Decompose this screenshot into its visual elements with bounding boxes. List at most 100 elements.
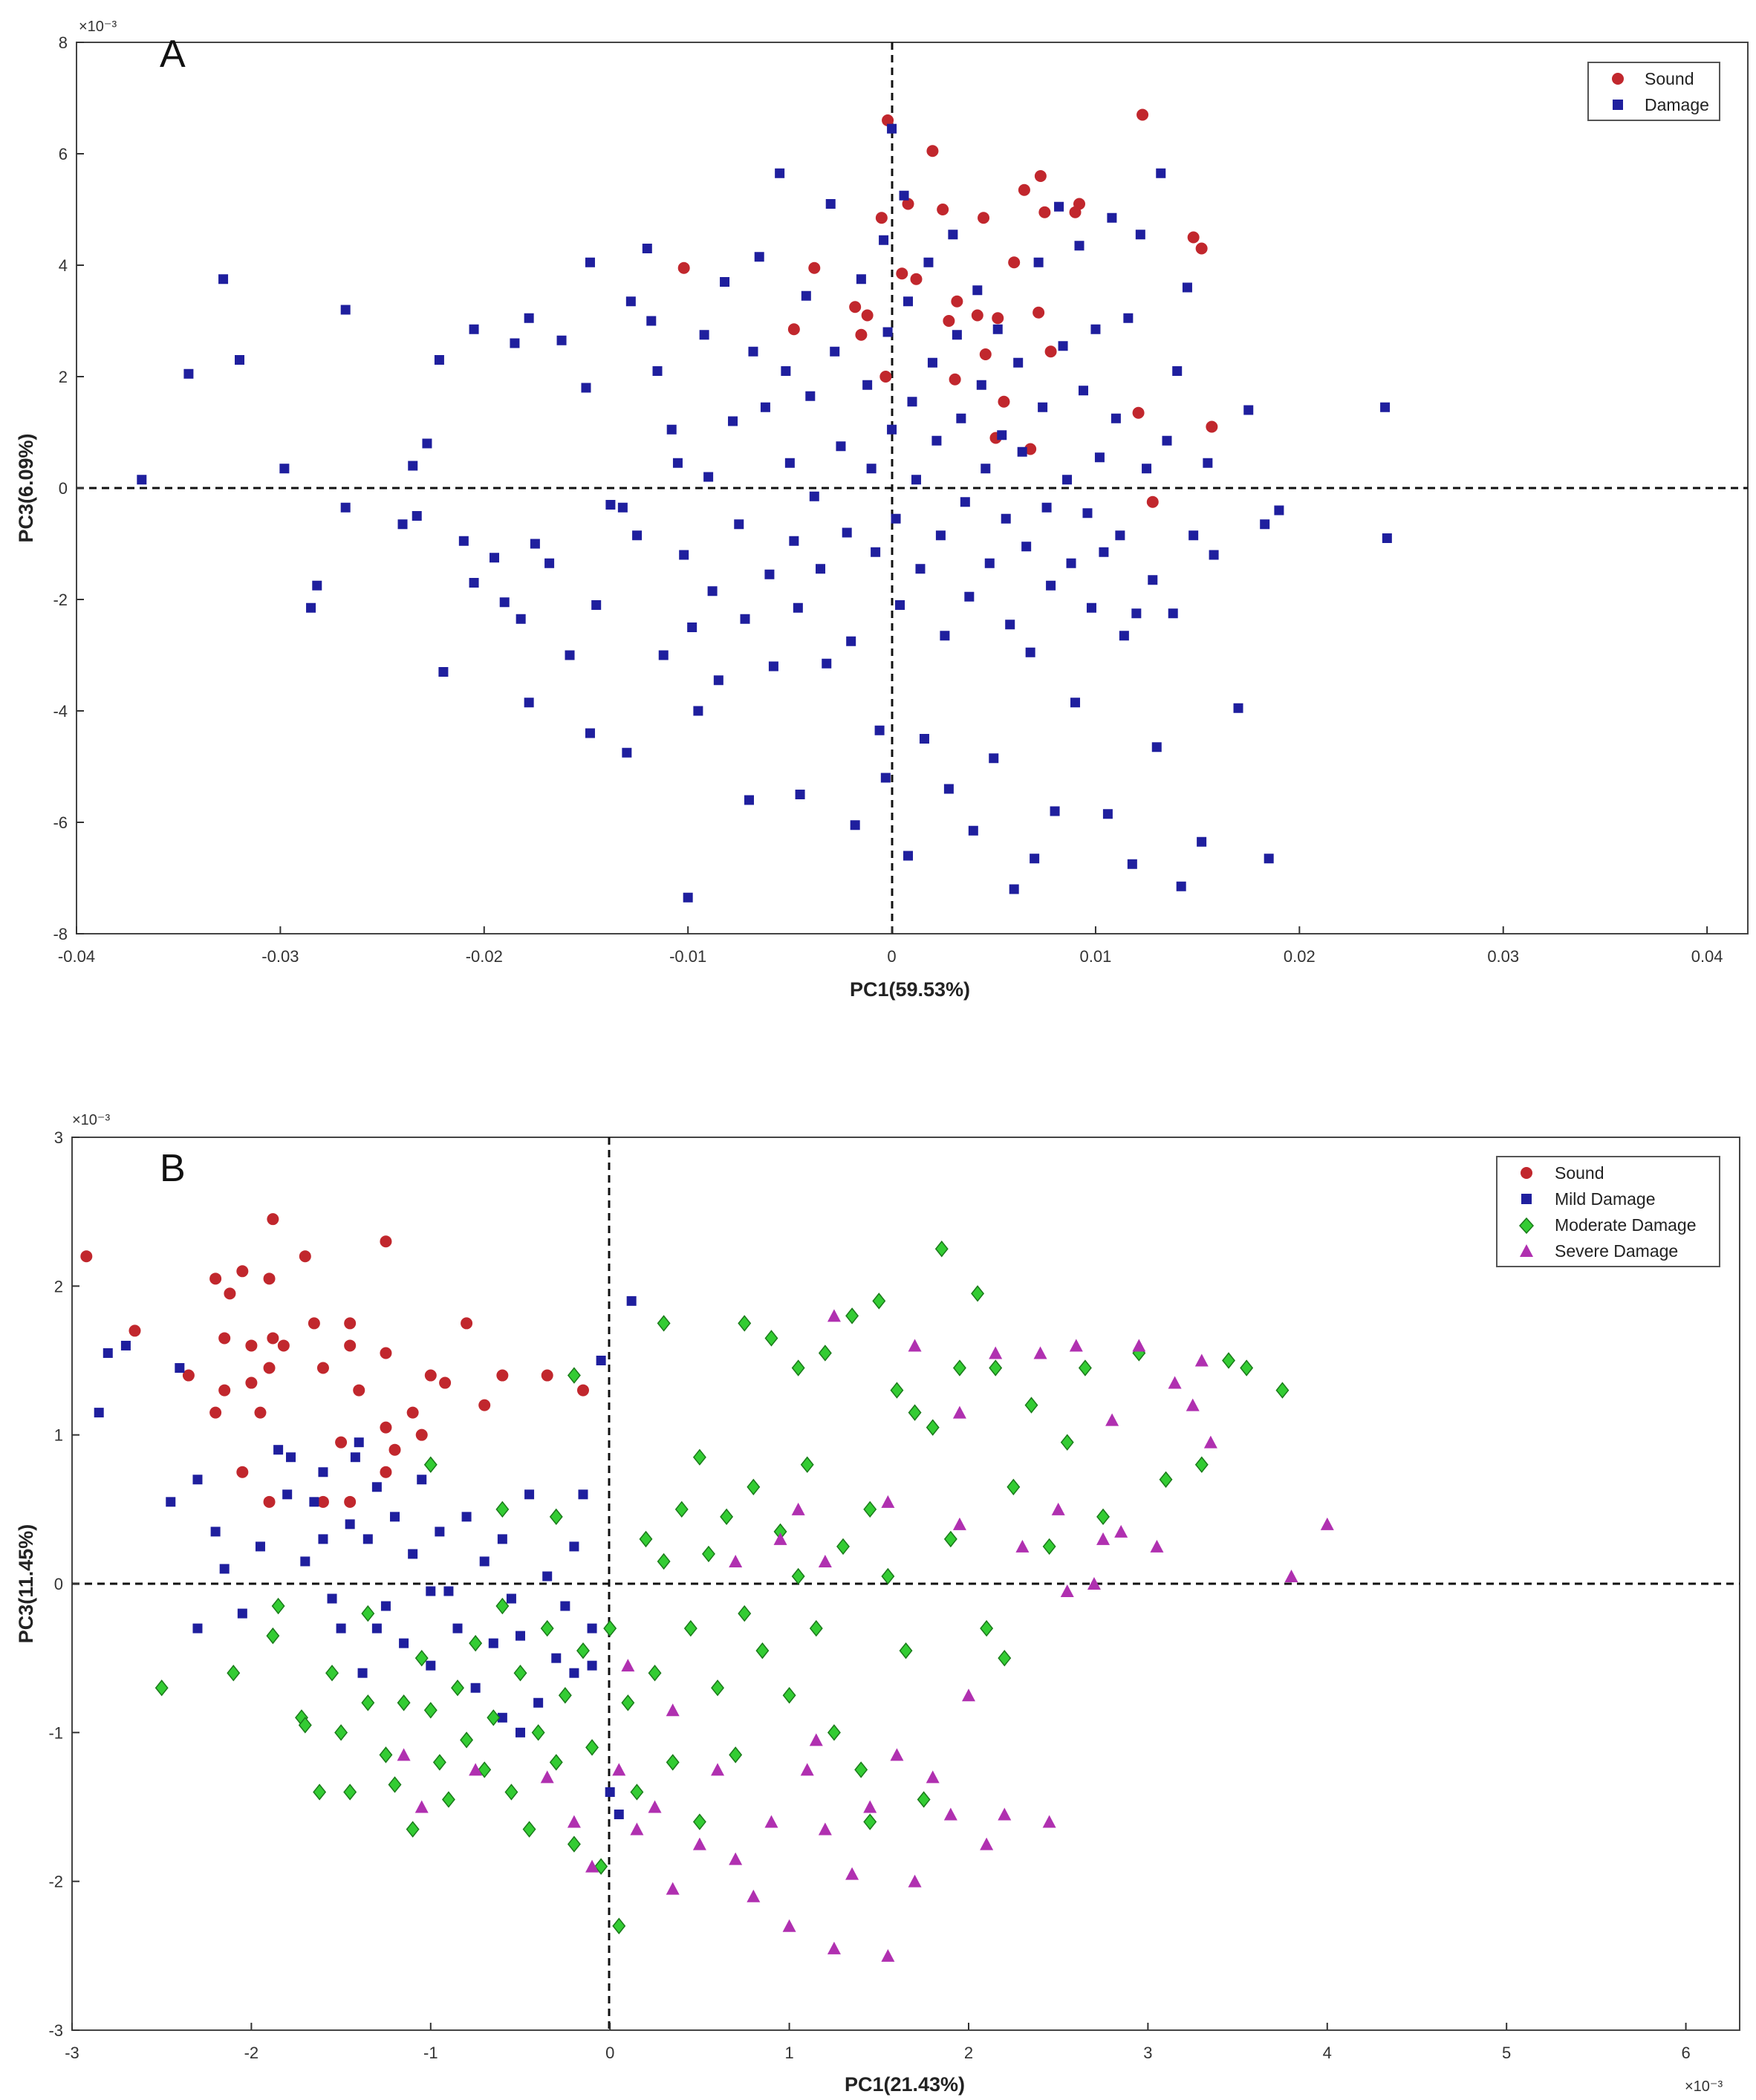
panel-a-point-damage xyxy=(1041,502,1052,513)
panel-a-point-damage xyxy=(846,636,856,646)
panel-a-point-damage xyxy=(1188,530,1199,541)
panel-b-point-mild-damage xyxy=(515,1727,525,1737)
panel-b-point-severe-damage xyxy=(1015,1539,1030,1553)
panel-a-point-damage xyxy=(565,650,575,660)
panel-b-ytick-label: 1 xyxy=(54,1426,63,1445)
panel-b-point-sound xyxy=(263,1362,276,1374)
panel-a-point-damage xyxy=(530,539,540,549)
panel-b-xtick-label: -2 xyxy=(244,2044,259,2062)
panel-a-point-damage xyxy=(740,614,750,624)
panel-b-point-mild-damage xyxy=(426,1660,436,1671)
panel-a-point-damage xyxy=(728,416,738,426)
panel-a-point-sound xyxy=(1136,108,1149,121)
panel-b-point-severe-damage xyxy=(1096,1532,1110,1545)
panel-a-point-damage xyxy=(871,547,881,557)
panel-b-point-mild-damage xyxy=(166,1497,176,1507)
panel-a-point-damage xyxy=(887,424,897,435)
panel-a-ytick-label: 2 xyxy=(59,368,68,386)
panel-a-point-damage xyxy=(952,330,962,340)
panel-b-point-moderate-damage xyxy=(683,1619,697,1637)
panel-b-point-sound xyxy=(461,1317,473,1330)
panel-b-point-moderate-damage xyxy=(657,1553,671,1570)
panel-b-point-severe-damage xyxy=(1114,1524,1128,1538)
panel-b-point-moderate-damage xyxy=(863,1813,877,1830)
panel-b-point-severe-damage xyxy=(630,1822,644,1836)
panel-b-xtick-label: 4 xyxy=(1323,2044,1332,2062)
panel-b-point-moderate-damage xyxy=(343,1784,357,1801)
panel-b-point-sound xyxy=(316,1362,329,1374)
panel-b-point-severe-damage xyxy=(827,1309,841,1322)
panel-a-point-damage xyxy=(1021,542,1032,552)
panel-b-point-severe-damage xyxy=(863,1800,877,1813)
panel-b-point-mild-damage xyxy=(309,1497,319,1507)
panel-a-point-damage xyxy=(683,892,693,903)
panel-b-point-mild-damage xyxy=(515,1631,525,1641)
panel-b-point-mild-damage xyxy=(318,1534,328,1544)
panel-b-point-moderate-damage xyxy=(603,1619,617,1637)
panel-b-point-severe-damage xyxy=(980,1837,994,1850)
panel-b-point-mild-damage xyxy=(357,1668,368,1678)
panel-a-point-damage xyxy=(556,335,567,345)
panel-a-point-sound xyxy=(1132,406,1145,419)
panel-a-point-sound xyxy=(937,204,949,215)
panel-a-point-damage xyxy=(830,346,840,357)
panel-b-point-moderate-damage xyxy=(1060,1434,1074,1451)
panel-b-point-severe-damage xyxy=(729,1852,743,1865)
panel-a-point-damage xyxy=(306,602,316,613)
panel-b-point-moderate-damage xyxy=(1194,1456,1209,1473)
legend-b-moderate-label: Moderate Damage xyxy=(1555,1215,1697,1235)
panel-a-point-sound xyxy=(971,309,983,322)
panel-a-point-damage xyxy=(1033,257,1044,267)
panel-b-point-moderate-damage xyxy=(872,1293,886,1310)
panel-b-point-moderate-damage xyxy=(738,1605,752,1622)
panel-a-point-sound xyxy=(949,373,961,386)
panel-a-point-damage xyxy=(312,580,322,591)
panel-a-point-damage xyxy=(789,536,799,546)
panel-a-point-sound xyxy=(943,315,955,327)
panel-b-point-mild-damage xyxy=(286,1452,296,1463)
panel-b-ticks: -3 -2 -1 0 1 2 3 4 5 6 -3 -2 -1 0 1 2 3 xyxy=(48,1128,1690,2062)
panel-b-point-severe-damage xyxy=(943,1807,957,1821)
panel-b-point-severe-damage xyxy=(989,1346,1003,1359)
panel-a-point-damage xyxy=(1082,508,1093,519)
panel-b-point-sound xyxy=(424,1369,437,1382)
panel-b-point-moderate-damage xyxy=(639,1530,653,1548)
panel-a-point-damage xyxy=(874,725,885,735)
panel-a-point-damage xyxy=(1050,806,1060,816)
panel-b-point-moderate-damage xyxy=(325,1664,339,1682)
panel-a-point-damage xyxy=(703,472,714,482)
panel-b-point-moderate-damage xyxy=(495,1501,510,1518)
panel-b-point-moderate-damage xyxy=(630,1784,644,1801)
panel-b-xtick-label: 6 xyxy=(1681,2044,1690,2062)
panel-b-point-moderate-damage xyxy=(155,1680,169,1697)
panel-b-point-severe-damage xyxy=(1284,1569,1298,1582)
panel-b-point-moderate-damage xyxy=(397,1694,411,1711)
panel-b-point-mild-damage xyxy=(390,1512,400,1522)
panel-a-point-damage xyxy=(1090,324,1101,334)
panel-b-point-mild-damage xyxy=(470,1683,481,1693)
panel-a-point-damage xyxy=(1172,366,1183,376)
panel-b-x-multiplier: ×10⁻³ xyxy=(1685,2078,1723,2095)
panel-b-y-multiplier: ×10⁻³ xyxy=(72,1112,110,1128)
panel-b-ytick-label: -2 xyxy=(48,1873,63,1891)
panel-b-point-severe-damage xyxy=(908,1339,922,1352)
panel-b-point-sound xyxy=(478,1399,491,1411)
panel-b-point-sound xyxy=(218,1384,231,1397)
panel-b-point-moderate-damage xyxy=(657,1315,671,1332)
panel-b-point-moderate-damage xyxy=(478,1761,492,1778)
panel-a-xtick-label: -0.04 xyxy=(58,947,95,966)
panel-b-point-moderate-damage xyxy=(406,1821,420,1838)
panel-a-point-damage xyxy=(625,296,636,307)
panel-b-point-mild-damage xyxy=(497,1712,507,1723)
panel-b-point-mild-damage xyxy=(578,1489,588,1500)
panel-b-point-mild-damage xyxy=(350,1452,360,1463)
panel-a-point-damage xyxy=(1099,547,1109,557)
panel-a-point-damage xyxy=(137,475,147,485)
panel-b-point-sound xyxy=(388,1443,401,1456)
panel-b-point-mild-damage xyxy=(103,1348,113,1358)
panel-b-ytick-label: -3 xyxy=(48,2021,63,2040)
panel-b-point-moderate-damage xyxy=(827,1724,841,1741)
panel-a-point-damage xyxy=(793,602,803,613)
panel-b-point-mild-damage xyxy=(380,1601,391,1611)
panel-b-point-moderate-damage xyxy=(800,1456,814,1473)
